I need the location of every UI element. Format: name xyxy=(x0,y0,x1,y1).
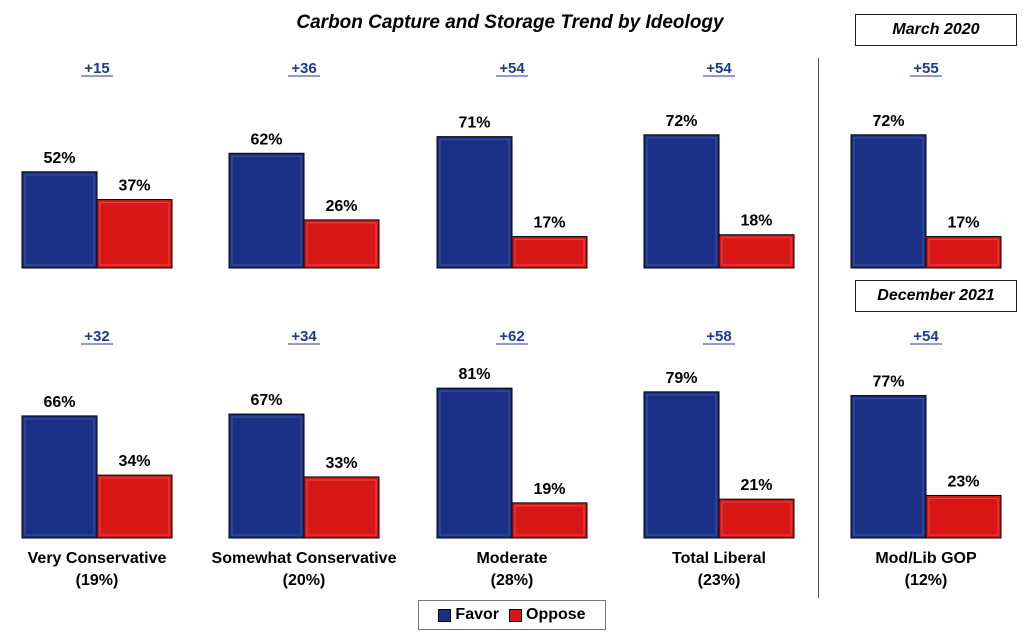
margin-label: +62 xyxy=(499,328,524,345)
data-label-favor: 72% xyxy=(872,113,904,130)
bar-favor-bevel xyxy=(646,137,717,266)
bar-oppose-bevel xyxy=(306,222,377,266)
legend-item-favor: Favor xyxy=(438,606,499,624)
period-label-december-2021: December 2021 xyxy=(855,280,1017,312)
margin-label: +54 xyxy=(499,60,525,77)
data-label-favor: 79% xyxy=(665,370,697,387)
bar-oppose-bevel xyxy=(721,237,792,266)
data-label-favor: 71% xyxy=(458,115,490,132)
bar-favor xyxy=(228,152,305,269)
bar-oppose xyxy=(925,236,1002,269)
bar-oppose xyxy=(303,476,380,539)
data-label-oppose: 19% xyxy=(533,481,565,498)
margin-label: +32 xyxy=(84,328,109,345)
category-name: Total Liberal xyxy=(672,550,766,567)
margin-label: +58 xyxy=(706,328,731,345)
bar-oppose xyxy=(96,199,173,269)
bar-oppose-bevel xyxy=(928,239,999,266)
bar-oppose-bevel xyxy=(721,501,792,536)
bar-oppose-bevel xyxy=(99,202,170,266)
category-label-moderate: Moderate (28%) xyxy=(407,548,617,592)
bar-oppose-bevel xyxy=(99,477,170,536)
margin-label: +36 xyxy=(291,60,316,77)
data-label-oppose: 17% xyxy=(947,215,979,232)
bar-oppose-bevel xyxy=(514,239,585,266)
data-label-oppose: 37% xyxy=(118,178,150,195)
category-name: Very Conservative xyxy=(27,550,167,567)
category-name: Somewhat Conservative xyxy=(211,550,397,567)
legend-swatch-favor xyxy=(438,608,452,622)
bar-oppose xyxy=(718,234,795,269)
bar-favor xyxy=(643,391,720,539)
bar-favor-bevel xyxy=(24,174,95,266)
margin-label: +15 xyxy=(84,60,109,77)
bar-favor xyxy=(643,134,720,269)
legend-item-oppose: Oppose xyxy=(509,606,586,624)
category-label-total-liberal: Total Liberal (23%) xyxy=(614,548,824,592)
data-label-oppose: 18% xyxy=(740,213,772,230)
bar-favor xyxy=(21,171,98,269)
margin-label: +54 xyxy=(913,328,939,345)
bar-favor xyxy=(850,395,927,539)
category-label-mod-lib-gop: Mod/Lib GOP (12%) xyxy=(821,548,1024,592)
section-divider xyxy=(818,58,819,598)
period-label-march-2020: March 2020 xyxy=(855,14,1017,46)
bar-oppose xyxy=(925,494,1002,539)
bar-oppose-bevel xyxy=(514,505,585,536)
data-label-favor: 72% xyxy=(665,113,697,130)
data-label-oppose: 34% xyxy=(118,453,150,470)
bar-favor-bevel xyxy=(853,398,924,536)
bar-favor-bevel xyxy=(439,390,510,536)
data-label-favor: 62% xyxy=(250,131,282,148)
margin-label: +55 xyxy=(913,60,938,77)
period-label-bottom-text: December 2021 xyxy=(877,287,995,304)
legend-swatch-oppose xyxy=(509,608,522,622)
legend-label-favor: Favor xyxy=(455,606,499,623)
bar-oppose-bevel xyxy=(306,479,377,536)
margin-label: +54 xyxy=(706,60,732,77)
data-label-oppose: 21% xyxy=(740,477,772,494)
data-label-favor: 66% xyxy=(43,394,75,411)
category-share: (12%) xyxy=(904,572,948,589)
bar-oppose xyxy=(511,502,588,539)
data-label-oppose: 23% xyxy=(947,473,979,490)
category-name: Mod/Lib GOP xyxy=(875,550,977,567)
bar-favor-bevel xyxy=(439,139,510,266)
chart-legend: Favor Oppose xyxy=(418,600,606,630)
bar-oppose xyxy=(96,474,173,539)
bar-favor xyxy=(850,134,927,269)
legend-label-oppose: Oppose xyxy=(526,606,586,623)
category-label-very-conservative: Very Conservative (19%) xyxy=(0,548,202,592)
bar-oppose xyxy=(303,219,380,269)
category-share: (28%) xyxy=(490,572,534,589)
bar-oppose-bevel xyxy=(928,497,999,536)
category-name: Moderate xyxy=(476,550,548,567)
category-share: (23%) xyxy=(697,572,741,589)
data-label-favor: 77% xyxy=(872,374,904,391)
bar-favor-bevel xyxy=(24,418,95,536)
data-label-favor: 52% xyxy=(43,150,75,167)
bar-favor-bevel xyxy=(231,155,302,266)
bar-oppose xyxy=(718,498,795,539)
data-label-favor: 67% xyxy=(250,392,282,409)
bar-favor xyxy=(436,387,513,539)
margin-label: +34 xyxy=(291,328,317,345)
category-share: (19%) xyxy=(75,572,119,589)
category-share: (20%) xyxy=(282,572,326,589)
data-label-favor: 81% xyxy=(458,366,490,383)
bar-favor xyxy=(228,413,305,539)
category-label-somewhat-conservative: Somewhat Conservative (20%) xyxy=(199,548,409,592)
data-label-oppose: 17% xyxy=(533,215,565,232)
bar-favor xyxy=(21,415,98,539)
bar-favor-bevel xyxy=(853,137,924,266)
bar-favor-bevel xyxy=(231,416,302,536)
bar-favor xyxy=(436,136,513,269)
data-label-oppose: 33% xyxy=(325,455,357,472)
period-label-top-text: March 2020 xyxy=(892,21,980,38)
bar-favor-bevel xyxy=(646,394,717,536)
data-label-oppose: 26% xyxy=(325,198,357,215)
chart-title: Carbon Capture and Storage Trend by Ideo… xyxy=(296,12,724,33)
bar-oppose xyxy=(511,236,588,269)
